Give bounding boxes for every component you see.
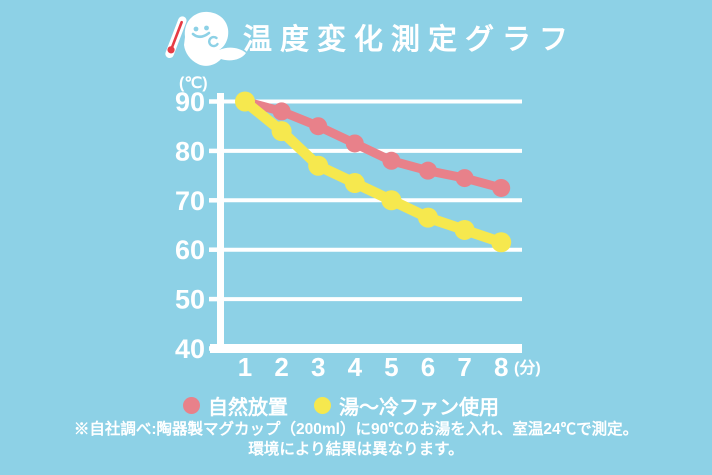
y-axis-label: 80 bbox=[175, 136, 205, 166]
data-point bbox=[381, 190, 402, 211]
y-axis-label: 70 bbox=[175, 186, 205, 216]
legend-dot-natural bbox=[183, 397, 200, 414]
x-axis-label: 6 bbox=[421, 352, 435, 382]
data-point bbox=[419, 161, 437, 180]
y-axis-label: 60 bbox=[175, 235, 205, 265]
page-title: 温度変化測定グラフ bbox=[243, 24, 577, 56]
x-axis-label: 2 bbox=[274, 352, 288, 382]
x-unit-label: (分) bbox=[514, 359, 541, 377]
data-point bbox=[492, 178, 511, 197]
data-point bbox=[345, 134, 364, 153]
data-point bbox=[271, 121, 292, 142]
ghost-icon bbox=[184, 11, 246, 66]
x-axis-label: 8 bbox=[494, 352, 508, 382]
data-point bbox=[491, 232, 512, 253]
legend-label-fan: 湯〜冷ファン使用 bbox=[339, 397, 499, 419]
data-point bbox=[308, 155, 329, 176]
x-axis-label: 3 bbox=[311, 352, 325, 382]
y-axis-label: 40 bbox=[175, 334, 205, 364]
legend-item-natural: 自然放置 bbox=[183, 391, 288, 420]
data-point bbox=[344, 173, 365, 194]
data-point bbox=[272, 102, 291, 121]
ghost-thermometer-icon bbox=[165, 11, 246, 66]
data-point bbox=[454, 219, 475, 240]
y-axis-label: 90 bbox=[175, 87, 205, 117]
chart-legend: 自然放置 湯〜冷ファン使用 bbox=[183, 391, 499, 420]
data-point bbox=[455, 169, 474, 188]
x-axis-label: 5 bbox=[384, 352, 398, 382]
footnote: ※自社調べ:陶器製マグカップ（200ml）に90℃のお湯を入れ、室温24℃で測定… bbox=[0, 420, 712, 459]
legend-label-natural: 自然放置 bbox=[208, 397, 288, 419]
x-axis-label: 1 bbox=[238, 352, 252, 382]
data-point bbox=[235, 91, 255, 112]
data-point bbox=[418, 207, 438, 228]
footnote-line1: ※自社調べ:陶器製マグカップ（200ml）に90℃のお湯を入れ、室温24℃で測定… bbox=[73, 421, 639, 438]
x-axis-label: 7 bbox=[457, 352, 471, 382]
thermometer-icon bbox=[165, 16, 187, 59]
x-axis-label: 4 bbox=[348, 352, 363, 382]
legend-dot-fan bbox=[314, 397, 331, 414]
y-axis-label: 50 bbox=[175, 285, 205, 315]
footnote-line2: 環境により結果は異なります。 bbox=[248, 440, 464, 458]
data-point bbox=[309, 117, 328, 136]
legend-item-fan: 湯〜冷ファン使用 bbox=[314, 391, 499, 420]
y-unit-label: (℃) bbox=[179, 75, 208, 92]
data-point bbox=[382, 151, 401, 170]
